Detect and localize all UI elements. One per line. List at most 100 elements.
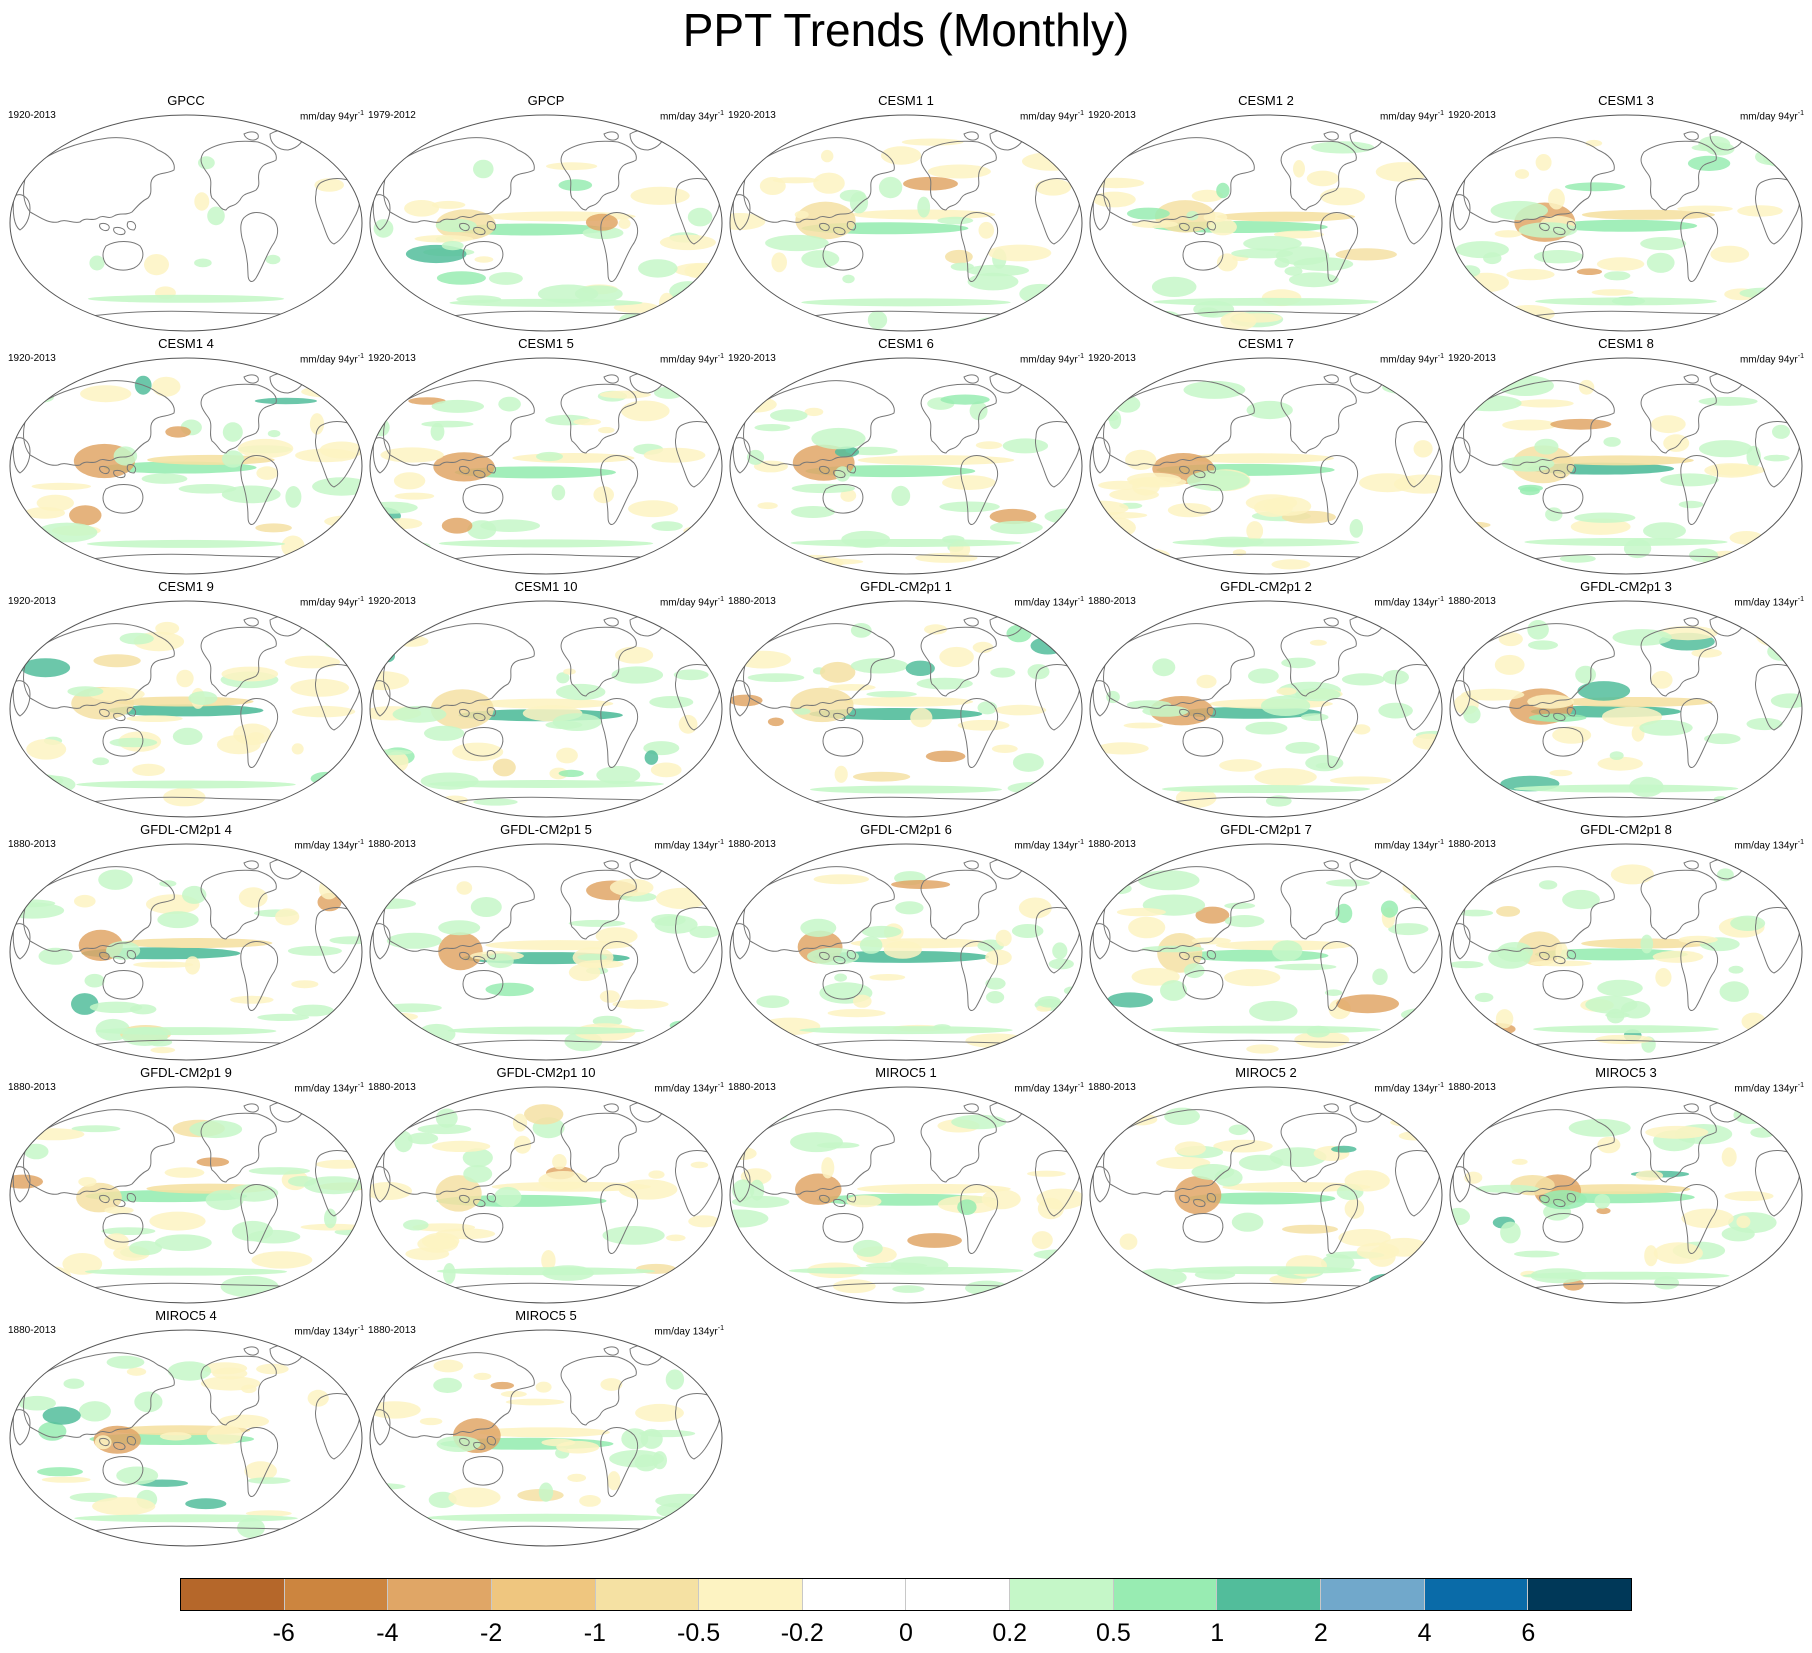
panel-units-exponent: -1 [1437,839,1444,846]
world-map [9,1086,363,1304]
map-panel: CESM1 4 1920-2013 mm/day 94yr-1 [6,335,366,578]
world-map [369,357,723,575]
colorbar-label: -0.2 [780,1619,824,1647]
world-map [369,600,723,818]
panel-title: CESM1 2 [1238,93,1294,108]
panel-units: mm/day 134yr-1 [654,1323,724,1338]
world-map [1089,357,1443,575]
panel-period: 1920-2013 [368,353,416,364]
panel-period: 1920-2013 [728,110,776,121]
panel-title: GFDL-CM2p1 9 [140,1065,232,1080]
map-panel: GFDL-CM2p1 8 1880-2013 mm/day 134yr-1 [1446,821,1806,1064]
panel-units: mm/day 134yr-1 [654,837,724,852]
panel-period: 1880-2013 [8,1325,56,1336]
world-map [369,114,723,332]
colorbar-segment [1113,1579,1218,1610]
map-panel: MIROC5 2 1880-2013 mm/day 134yr-1 [1086,1064,1446,1307]
panel-units-text: mm/day 94yr [1379,111,1438,123]
colorbar-label: -6 [272,1619,295,1647]
panel-units-text: mm/day 94yr [1379,354,1438,366]
panel-title: CESM1 9 [158,579,214,594]
panel-units: mm/day 94yr-1 [660,351,724,366]
panel-period: 1920-2013 [8,353,56,364]
colorbar-segment [699,1579,803,1610]
colorbar-segment [491,1579,596,1610]
world-map [729,357,1083,575]
panel-units-exponent: -1 [357,1325,364,1332]
panel-units-exponent: -1 [1077,110,1084,117]
panel-period: 1920-2013 [1088,110,1136,121]
panel-units: mm/day 134yr-1 [1014,594,1084,609]
panel-units-exponent: -1 [1797,353,1804,360]
map-panel: MIROC5 4 1880-2013 mm/day 134yr-1 [6,1307,366,1550]
panel-units: mm/day 134yr-1 [1374,1080,1444,1095]
panel-period: 1920-2013 [1448,353,1496,364]
colorbar-label: -4 [376,1619,399,1647]
panel-period: 1880-2013 [728,839,776,850]
panel-period: 1880-2013 [8,1082,56,1093]
panel-units: mm/day 34yr-1 [660,108,724,123]
panel-units-exponent: -1 [1077,839,1084,846]
map-panel: GFDL-CM2p1 10 1880-2013 mm/day 134yr-1 [366,1064,726,1307]
map-panel: CESM1 3 1920-2013 mm/day 94yr-1 [1446,92,1806,335]
panel-title: GFDL-CM2p1 10 [496,1065,596,1080]
panel-period: 1880-2013 [368,1082,416,1093]
colorbar-segment [1321,1579,1425,1610]
colorbar-label: -1 [583,1619,606,1647]
panel-units: mm/day 94yr-1 [1380,351,1444,366]
panel-title: CESM1 5 [518,336,574,351]
panel-title: CESM1 6 [878,336,934,351]
panel-units-text: mm/day 94yr [659,597,718,609]
panel-title: CESM1 3 [1598,93,1654,108]
panel-period: 1920-2013 [8,110,56,121]
panel-units: mm/day 94yr-1 [300,594,364,609]
panel-units-text: mm/day 134yr [1014,1083,1078,1095]
panel-title: MIROC5 5 [515,1308,577,1323]
panel-period: 1920-2013 [8,596,56,607]
panel-units: mm/day 134yr-1 [1734,837,1804,852]
panel-title: GFDL-CM2p1 6 [860,822,952,837]
colorbar-segment [1217,1579,1322,1610]
panel-units: mm/day 94yr-1 [300,351,364,366]
panel-units-exponent: -1 [1797,110,1804,117]
panel-title: CESM1 10 [514,579,578,594]
world-map [729,600,1083,818]
map-panel: GFDL-CM2p1 2 1880-2013 mm/day 134yr-1 [1086,578,1446,821]
panel-title: GFDL-CM2p1 7 [1220,822,1312,837]
world-map [369,1329,723,1547]
panel-units-text: mm/day 94yr [299,597,358,609]
panel-units-text: mm/day 134yr [1734,597,1798,609]
panel-units-exponent: -1 [1797,839,1804,846]
panel-units-exponent: -1 [1437,1082,1444,1089]
panel-units-text: mm/day 94yr [659,354,718,366]
world-map [369,843,723,1061]
world-map [1089,843,1443,1061]
colorbar-segment [284,1579,389,1610]
map-panel: GFDL-CM2p1 7 1880-2013 mm/day 134yr-1 [1086,821,1446,1064]
colorbar-segment [595,1579,700,1610]
panel-units: mm/day 94yr-1 [1740,108,1804,123]
world-map [729,1086,1083,1304]
colorbar-segment [388,1579,492,1610]
panel-units-exponent: -1 [1797,1082,1804,1089]
map-panel: MIROC5 1 1880-2013 mm/day 134yr-1 [726,1064,1086,1307]
panel-period: 1979-2012 [368,110,416,121]
world-map [9,114,363,332]
panel-units-exponent: -1 [357,596,364,603]
panel-units: mm/day 134yr-1 [294,1323,364,1338]
panel-units: mm/day 94yr-1 [1380,108,1444,123]
panel-title: GFDL-CM2p1 2 [1220,579,1312,594]
world-map [1449,114,1803,332]
panel-period: 1880-2013 [368,1325,416,1336]
panel-units: mm/day 134yr-1 [1014,1080,1084,1095]
map-panel: CESM1 1 1920-2013 mm/day 94yr-1 [726,92,1086,335]
map-panel: MIROC5 5 1880-2013 mm/day 134yr-1 [366,1307,726,1550]
panel-units-text: mm/day 94yr [1739,354,1798,366]
panel-units-exponent: -1 [1437,596,1444,603]
panel-units-text: mm/day 134yr [1014,840,1078,852]
map-panel: GFDL-CM2p1 5 1880-2013 mm/day 134yr-1 [366,821,726,1064]
panel-units: mm/day 94yr-1 [1740,351,1804,366]
colorbar-segment [906,1579,1011,1610]
panel-units-text: mm/day 134yr [1374,840,1438,852]
colorbar-label: 0 [899,1619,913,1647]
